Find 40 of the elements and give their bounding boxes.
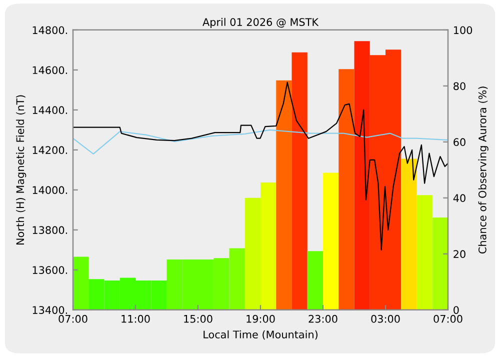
y-tick-label: 13600. [32, 266, 68, 274]
x-tick-label: 07:00 [58, 314, 88, 323]
bar [292, 52, 308, 310]
bar [307, 251, 323, 310]
y2-axis-title: Chance of Observing Aurora (%) [478, 86, 488, 254]
y-tick-label: 13800. [32, 226, 68, 234]
y2-tick-label: 100 [454, 26, 472, 34]
y2-tick-label: 0 [454, 306, 459, 314]
bar [401, 158, 417, 310]
x-tick-label: 03:00 [371, 314, 400, 323]
x-tick-label: 11:00 [122, 314, 150, 323]
y2-tick-label: 60 [454, 138, 466, 146]
line-series [73, 129, 448, 154]
y-tick-label: 14000. [32, 186, 68, 194]
y-tick-label: 14800. [32, 26, 68, 34]
bar [244, 198, 260, 310]
chart-title: April 01 2026 @ MSTK [202, 18, 319, 28]
x-tick-label: 23:00 [308, 314, 338, 323]
bar [229, 248, 245, 310]
bar [260, 182, 276, 310]
bar [73, 256, 89, 310]
y-tick-label: 14400. [32, 106, 68, 114]
bar [416, 195, 432, 310]
bar [432, 218, 448, 310]
bar [276, 80, 292, 310]
y-tick-label: 14600. [32, 66, 68, 74]
y-tick-label: 14200. [32, 146, 68, 154]
y2-tick-label: 80 [454, 82, 466, 90]
y2-tick-label: 40 [453, 194, 466, 202]
bar [338, 69, 354, 310]
x-tick-label: 19:00 [246, 314, 275, 323]
y-tick-label: 13400. [32, 306, 68, 314]
x-axis-title: Local Time (Mountain) [204, 330, 318, 340]
x-tick-label: 15:00 [184, 314, 212, 323]
y-axis-title: North (H) Magnetic Field (nT) [16, 95, 26, 244]
bar [323, 172, 339, 310]
line-series [73, 82, 448, 250]
y2-tick-label: 20 [454, 250, 466, 258]
x-tick-label: 07:00 [434, 314, 462, 323]
bar [354, 41, 370, 310]
